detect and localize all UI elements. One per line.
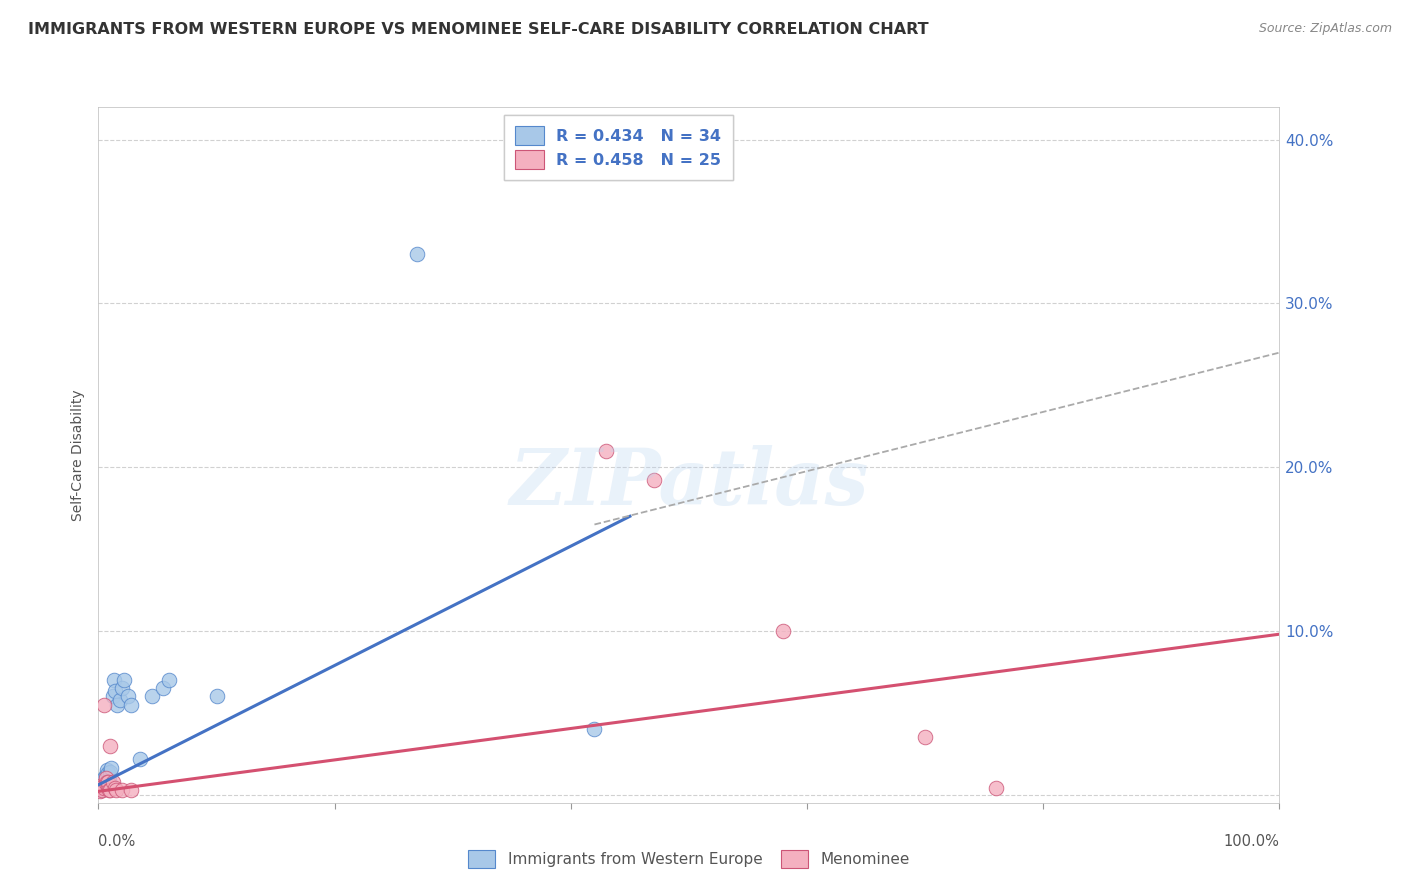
Point <box>91 774 114 789</box>
Point <box>90 780 112 795</box>
Point <box>89 784 111 798</box>
Point <box>91 780 114 794</box>
Point <box>91 782 114 797</box>
Point <box>90 778 112 792</box>
Point <box>583 722 606 736</box>
Point <box>152 681 174 696</box>
Point <box>121 782 143 797</box>
Point <box>772 624 794 638</box>
Point <box>112 673 135 687</box>
Point <box>101 690 124 704</box>
Point <box>93 698 115 712</box>
Point <box>111 782 134 797</box>
Point <box>97 766 120 780</box>
Point <box>94 776 117 790</box>
Point <box>406 247 429 261</box>
Text: IMMIGRANTS FROM WESTERN EUROPE VS MENOMINEE SELF-CARE DISABILITY CORRELATION CHA: IMMIGRANTS FROM WESTERN EUROPE VS MENOMI… <box>28 22 929 37</box>
Point <box>98 772 121 787</box>
Point <box>98 739 121 753</box>
Point <box>94 771 117 785</box>
Point <box>105 698 128 712</box>
Point <box>91 776 114 790</box>
Point <box>128 751 150 765</box>
Point <box>643 473 665 487</box>
Point <box>205 690 228 704</box>
Point <box>595 443 617 458</box>
Point <box>91 780 114 794</box>
Point <box>90 782 112 797</box>
Point <box>91 778 114 792</box>
Point <box>101 774 124 789</box>
Point <box>97 780 120 794</box>
Point <box>103 673 125 687</box>
Y-axis label: Self-Care Disability: Self-Care Disability <box>72 389 86 521</box>
Point <box>96 774 118 789</box>
Point <box>91 780 114 795</box>
Text: 0.0%: 0.0% <box>98 834 135 849</box>
Point <box>96 763 118 777</box>
Point <box>98 764 121 779</box>
Point <box>98 782 121 797</box>
Point <box>93 780 115 795</box>
Point <box>104 684 127 698</box>
Point <box>89 780 111 795</box>
Point <box>97 774 120 789</box>
Point <box>93 780 115 794</box>
Point <box>914 731 936 745</box>
Point <box>98 782 121 797</box>
Point <box>104 780 127 795</box>
Point <box>94 778 117 792</box>
Point <box>141 690 163 704</box>
Text: ZIPatlas: ZIPatlas <box>509 444 869 521</box>
Point <box>97 776 120 790</box>
Point <box>108 692 131 706</box>
Point <box>111 681 134 696</box>
Point <box>94 768 117 782</box>
Point <box>96 774 118 789</box>
Legend: Immigrants from Western Europe, Menominee: Immigrants from Western Europe, Menomine… <box>460 843 918 875</box>
Point <box>105 782 128 797</box>
Point <box>100 761 122 775</box>
Point <box>117 690 139 704</box>
Text: Source: ZipAtlas.com: Source: ZipAtlas.com <box>1258 22 1392 36</box>
Point <box>984 780 1007 795</box>
Point <box>157 673 180 687</box>
Legend: R = 0.434   N = 34, R = 0.458   N = 25: R = 0.434 N = 34, R = 0.458 N = 25 <box>503 115 733 180</box>
Point <box>93 771 115 785</box>
Text: 100.0%: 100.0% <box>1223 834 1279 849</box>
Point <box>121 698 143 712</box>
